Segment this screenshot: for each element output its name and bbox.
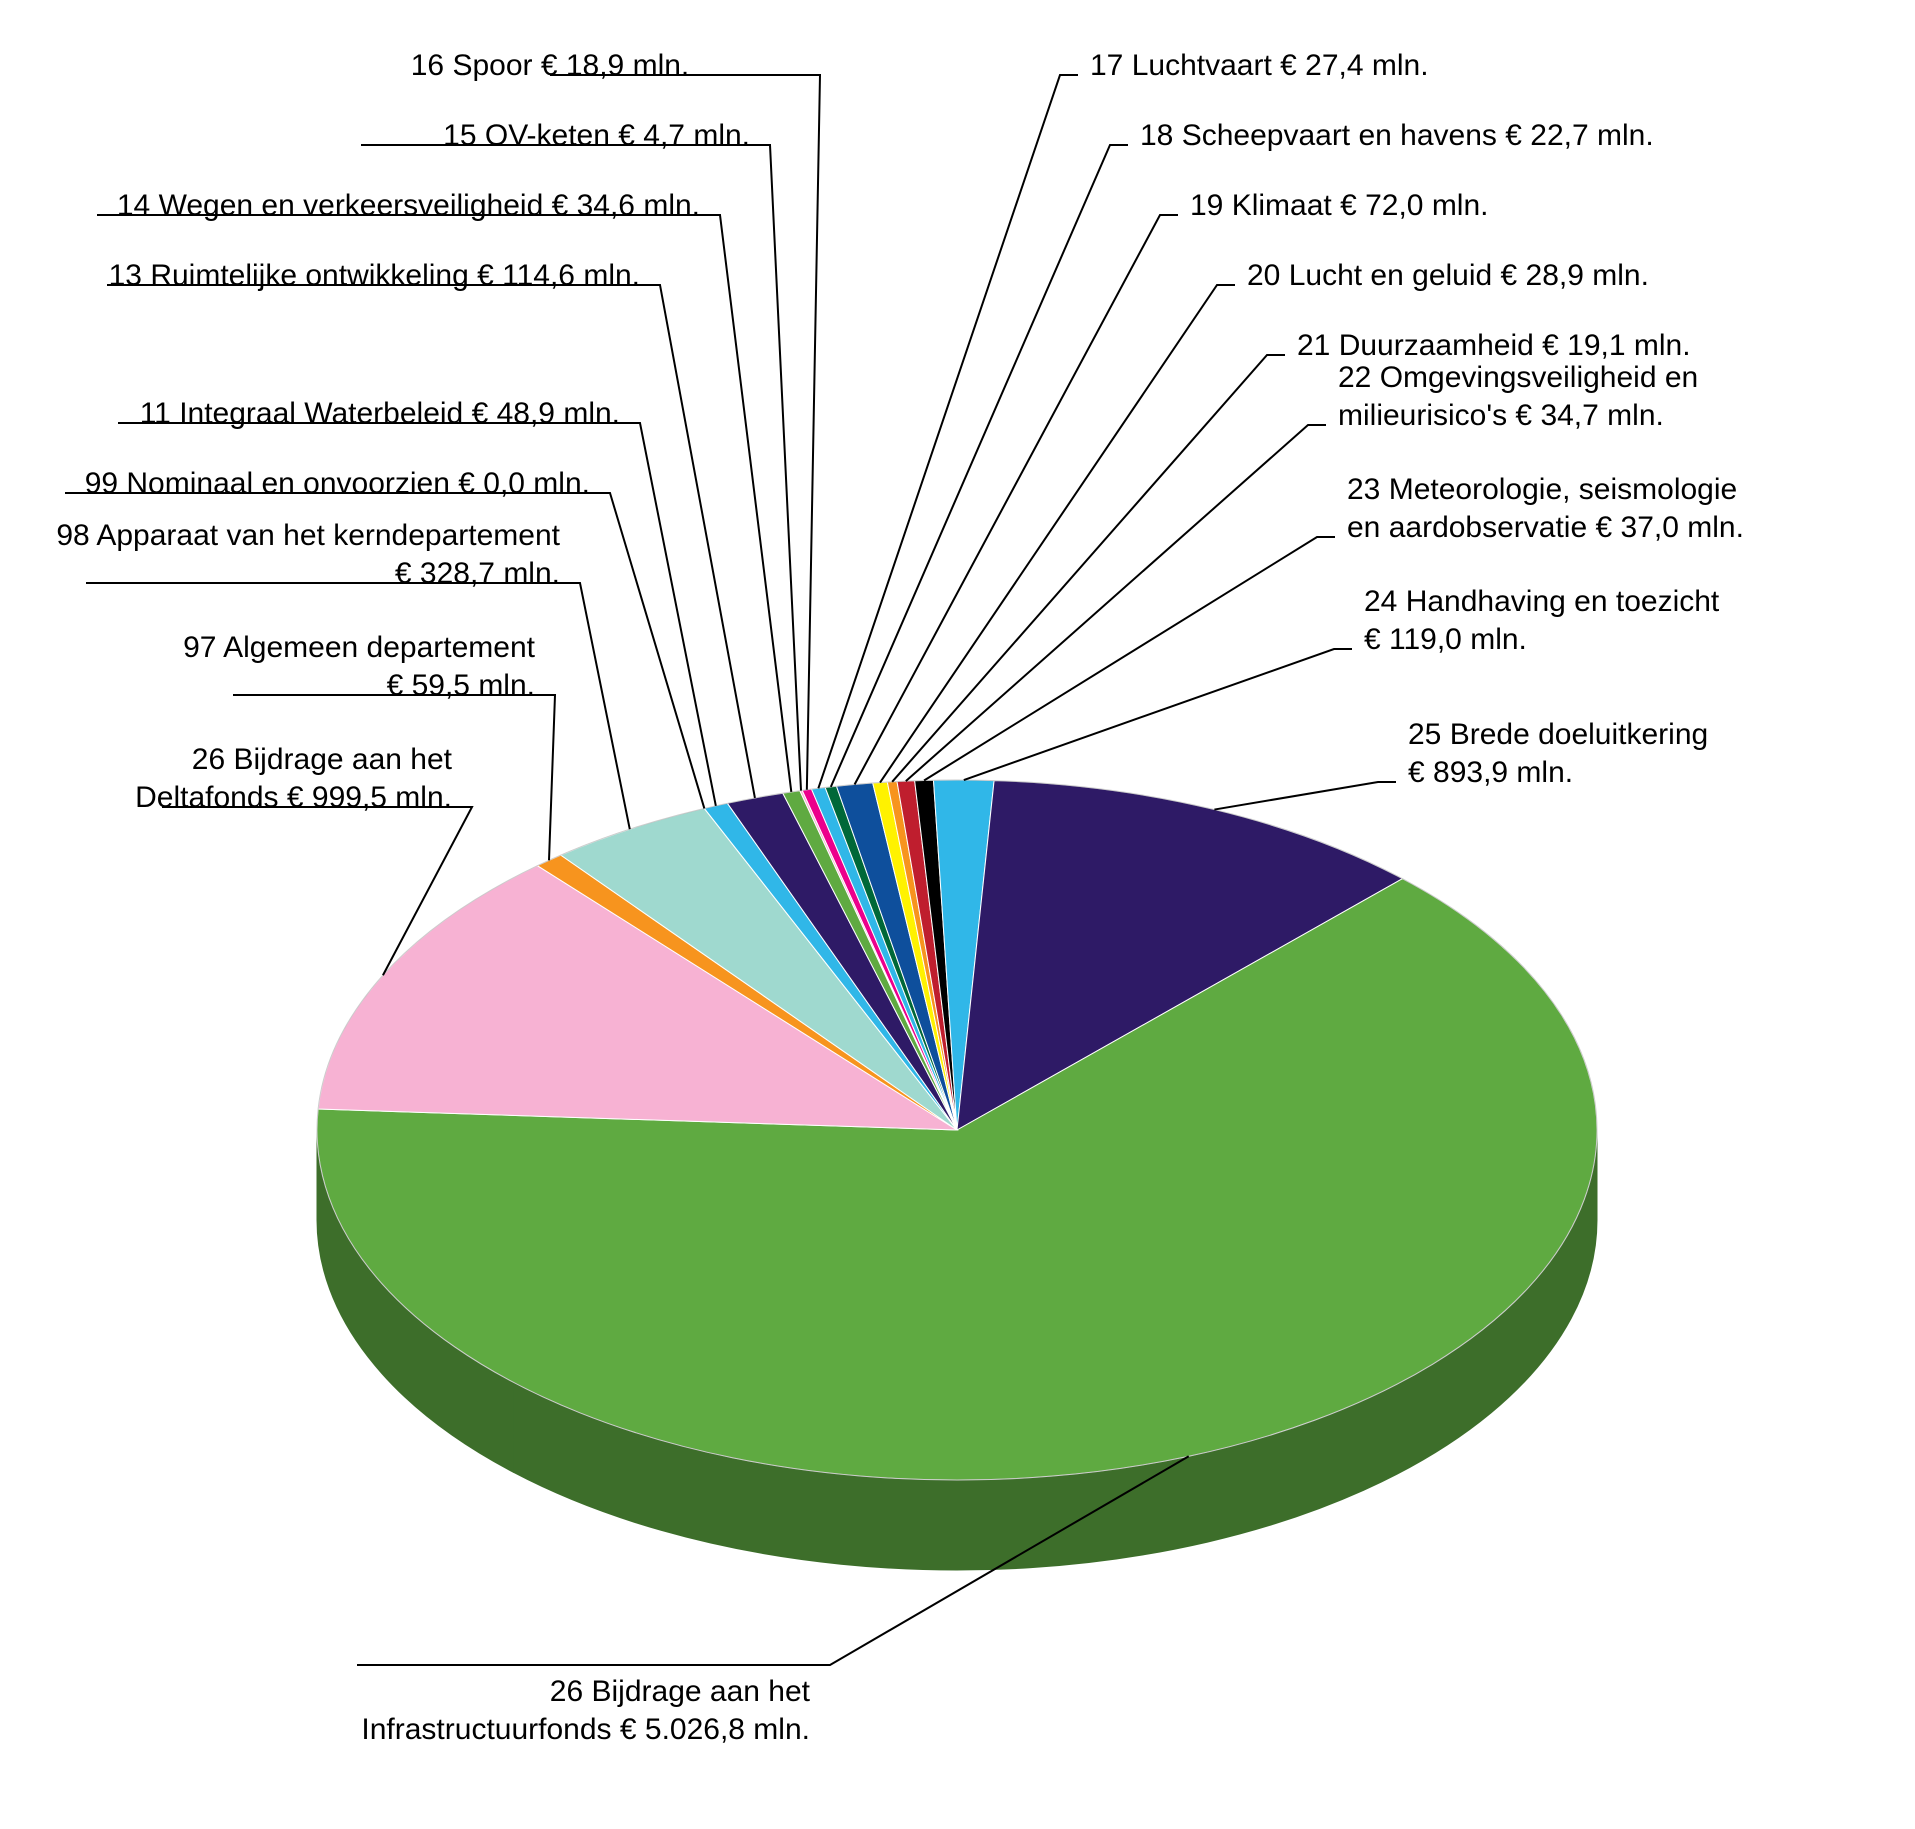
label-s11: 11 Integraal Waterbeleid € 48,9 mln. — [140, 395, 620, 433]
label-s20: 20 Lucht en geluid € 28,9 mln. — [1247, 257, 1649, 295]
label-s98: 98 Apparaat van het kerndepartement € 32… — [56, 517, 560, 592]
label-s23: 23 Meteorologie, seismologie en aardobse… — [1347, 471, 1744, 546]
label-s14: 14 Wegen en verkeersveiligheid € 34,6 ml… — [117, 187, 700, 225]
label-s26d: 26 Bijdrage aan het Deltafonds € 999,5 m… — [135, 741, 452, 816]
label-s17: 17 Luchtvaart € 27,4 mln. — [1090, 47, 1429, 85]
leader-s21 — [892, 355, 1285, 782]
leader-s14 — [97, 215, 791, 792]
label-s26i: 26 Bijdrage aan het Infrastructuurfonds … — [361, 1673, 810, 1748]
label-s16: 16 Spoor € 18,9 mln. — [411, 47, 690, 85]
label-s15: 15 OV-keten € 4,7 mln. — [443, 117, 750, 155]
label-s18: 18 Scheepvaart en havens € 22,7 mln. — [1140, 117, 1654, 155]
leader-s25 — [1214, 782, 1396, 810]
label-s99: 99 Nominaal en onvoorzien € 0,0 mln. — [85, 465, 590, 503]
pie-top — [317, 780, 1597, 1480]
label-s24: 24 Handhaving en toezicht € 119,0 mln. — [1364, 583, 1719, 658]
label-s25: 25 Brede doeluitkering € 893,9 mln. — [1408, 716, 1708, 791]
leader-s23 — [924, 537, 1335, 780]
leader-s24 — [964, 649, 1352, 780]
label-s97: 97 Algemeen departement € 59,5 mln. — [183, 629, 535, 704]
leader-s18 — [831, 145, 1128, 787]
leader-s16 — [550, 75, 820, 790]
label-s22: 22 Omgevingsveiligheid en milieurisico's… — [1338, 359, 1698, 434]
leader-s20 — [880, 285, 1235, 783]
leader-s19 — [855, 215, 1178, 785]
label-s13: 13 Ruimtelijke ontwikkeling € 114,6 mln. — [109, 257, 640, 295]
pie-chart-3d: 16 Spoor € 18,9 mln. 17 Luchtvaart € 27,4… — [0, 0, 1915, 1829]
label-s19: 19 Klimaat € 72,0 mln. — [1190, 187, 1489, 225]
leader-s22 — [906, 425, 1326, 781]
